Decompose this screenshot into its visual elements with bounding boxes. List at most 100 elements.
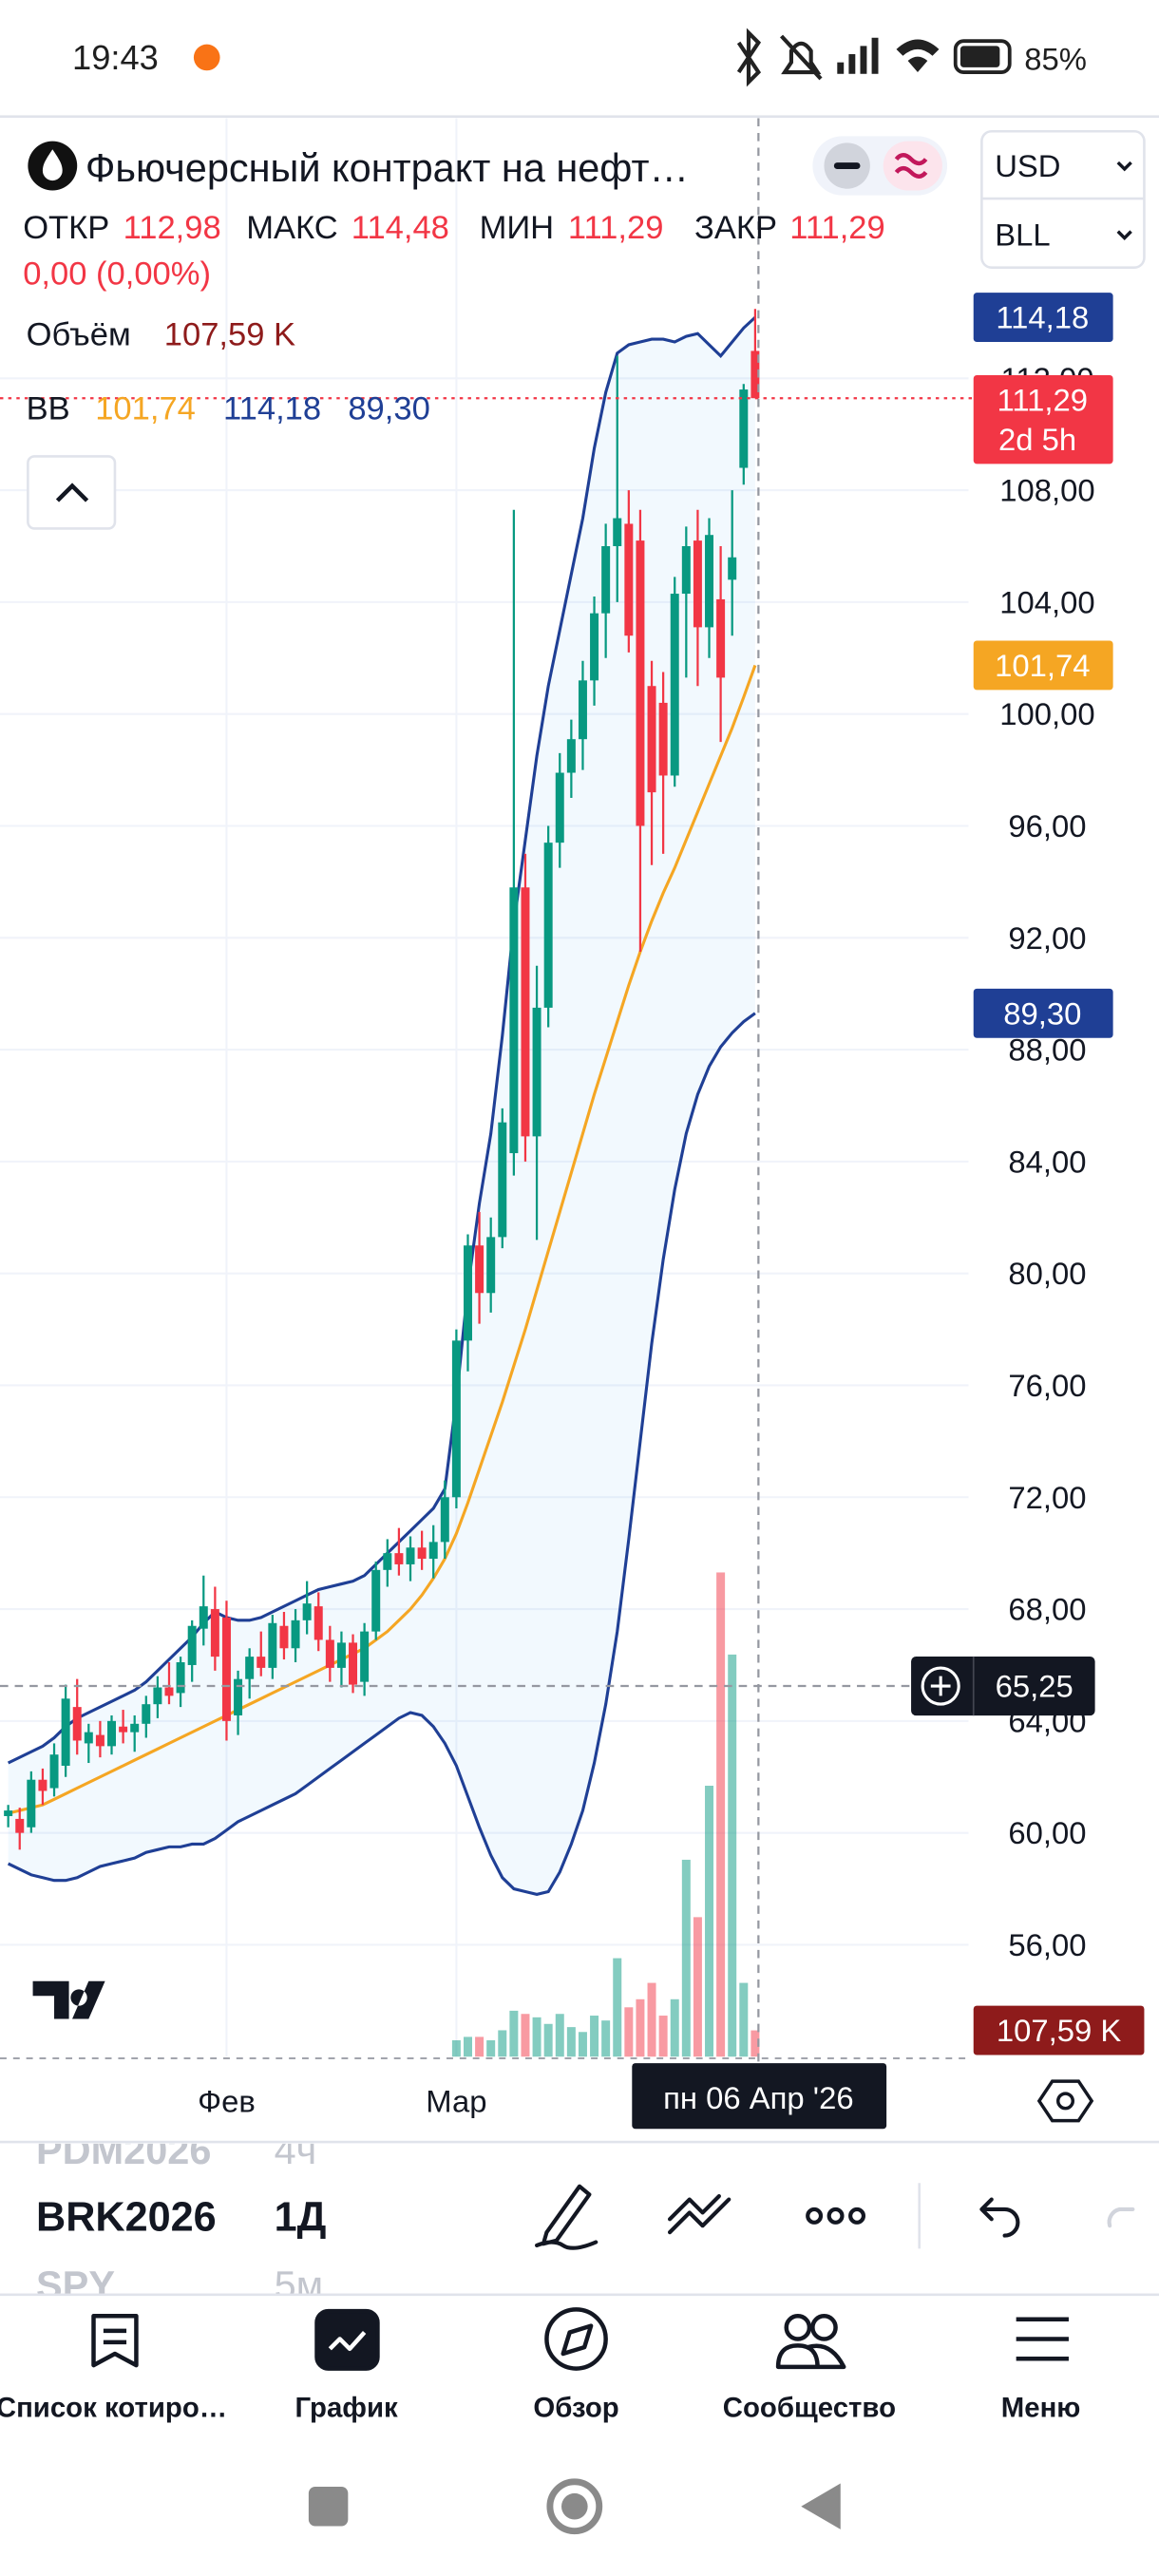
- home-button[interactable]: [546, 2478, 603, 2535]
- nav-label[interactable]: Обзор: [533, 2393, 618, 2424]
- candle-body: [142, 1704, 151, 1724]
- candle-body: [417, 1547, 427, 1560]
- settings-icon-core: [1055, 2092, 1075, 2111]
- menu-icon[interactable]: [1016, 2317, 1069, 2361]
- unit[interactable]: BLL: [995, 218, 1050, 253]
- interval[interactable]: 1Д: [275, 2195, 327, 2241]
- nav-label[interactable]: Меню: [1001, 2393, 1081, 2424]
- symbol[interactable]: SPY: [36, 2263, 115, 2307]
- candle-body: [210, 1609, 219, 1657]
- chart-icon-line: [328, 2331, 367, 2352]
- y-tick-label: 96,00: [1008, 808, 1086, 843]
- draw-tool[interactable]: [534, 2184, 598, 2250]
- countdown: 2d 5h: [998, 422, 1076, 457]
- ohlc-label: ЗАКР: [694, 210, 777, 246]
- volume-bar: [498, 2030, 507, 2057]
- candle-body: [428, 1542, 438, 1560]
- candle-body: [349, 1642, 358, 1685]
- symbol[interactable]: BRK2026: [36, 2195, 217, 2241]
- compare-toggle[interactable]: [883, 141, 942, 191]
- redo[interactable]: [1107, 2207, 1135, 2228]
- candle-body: [176, 1662, 185, 1694]
- ohlc-label: МИН: [480, 210, 555, 246]
- candle-body: [555, 772, 564, 843]
- community-icon[interactable]: [784, 2314, 812, 2341]
- volume-bar: [750, 2030, 760, 2057]
- volume-bar: [521, 2014, 530, 2057]
- band-label: 114,18: [996, 300, 1089, 335]
- interval[interactable]: 4ч: [275, 2128, 317, 2172]
- interval[interactable]: 5м: [275, 2263, 324, 2307]
- candle-body: [38, 1779, 48, 1791]
- candle-body: [475, 1245, 484, 1294]
- back-button[interactable]: [801, 2483, 841, 2529]
- y-tick-label: 80,00: [1008, 1256, 1086, 1291]
- volume-bar: [464, 2036, 472, 2057]
- band-line: [7, 1012, 756, 1897]
- candle-body: [464, 1245, 472, 1341]
- y-tick-label: 56,00: [1008, 1927, 1086, 1962]
- x-tick-label: Мар: [426, 2083, 486, 2118]
- indicator-name[interactable]: BB: [27, 390, 70, 426]
- symbol-title[interactable]: Фьючерсный контракт на нефт…: [86, 145, 689, 190]
- currency[interactable]: USD: [995, 148, 1060, 183]
- volume-bar: [555, 2014, 564, 2057]
- candle-body: [130, 1723, 140, 1733]
- volume-bar: [647, 1982, 656, 2057]
- candle-body: [601, 545, 611, 614]
- recents-button[interactable]: [308, 2486, 349, 2527]
- settings-icon[interactable]: [1036, 2079, 1094, 2123]
- candle-body: [521, 887, 530, 1137]
- minus-icon: [833, 162, 861, 169]
- candle-body: [291, 1619, 300, 1649]
- candle-body: [336, 1642, 346, 1668]
- nav-label[interactable]: График: [295, 2393, 399, 2424]
- volume-bar: [590, 2016, 599, 2057]
- volume-bar: [578, 2032, 587, 2057]
- candle-body: [95, 1734, 104, 1747]
- candle-body: [119, 1726, 128, 1733]
- chevron-up: [55, 483, 89, 502]
- status-bar: 19:43 85%: [72, 28, 1087, 87]
- candle-body: [681, 545, 691, 595]
- indicator-value: 101,74: [95, 390, 196, 426]
- volume-bar: [636, 1998, 645, 2057]
- volume-bar: [670, 1998, 679, 2057]
- home-button-core: [560, 2492, 588, 2520]
- watchlist-icon[interactable]: [91, 2314, 139, 2368]
- candle-body: [658, 702, 668, 776]
- y-tick-label: 92,00: [1008, 920, 1086, 956]
- candle-body: [199, 1606, 208, 1629]
- community-icon-body: [775, 2343, 846, 2370]
- y-tick-label: 100,00: [999, 696, 1094, 731]
- band-line: [8, 664, 757, 1815]
- more-dot[interactable]: [806, 2207, 824, 2225]
- collapse-button[interactable]: [27, 455, 117, 530]
- chart-icon[interactable]: [314, 2308, 380, 2371]
- volume-value: 107,59 K: [164, 317, 295, 353]
- nav-label[interactable]: Сообщество: [723, 2393, 896, 2424]
- indicator-value: 89,30: [348, 390, 429, 426]
- volume-bar: [739, 1982, 749, 2057]
- candle-body: [49, 1754, 59, 1789]
- candle-body: [383, 1553, 392, 1570]
- explore-icon[interactable]: [544, 2307, 608, 2371]
- y-tick-label: 60,00: [1008, 1815, 1086, 1850]
- change: 0,00 (0,00%): [23, 256, 211, 293]
- more-dot: [826, 2207, 845, 2225]
- volume-bar: [475, 2036, 484, 2057]
- symbol[interactable]: PDM2026: [36, 2128, 211, 2172]
- symbol-list: PDM2026 4ч BRK2026 1Д SPY 5м: [36, 2128, 327, 2307]
- nav-label[interactable]: Список котиро…: [0, 2393, 227, 2424]
- candle-body: [302, 1603, 312, 1620]
- candle-body: [256, 1657, 266, 1668]
- volume-bar: [486, 2040, 496, 2057]
- trend-tool[interactable]: [667, 2194, 732, 2235]
- ohlc-value: 111,29: [568, 210, 664, 246]
- candle-body: [371, 1569, 381, 1632]
- undo[interactable]: [979, 2197, 1020, 2238]
- volume-bar: [728, 1654, 737, 2057]
- add-alert-icon[interactable]: [921, 1666, 960, 1706]
- candle-body: [566, 739, 576, 773]
